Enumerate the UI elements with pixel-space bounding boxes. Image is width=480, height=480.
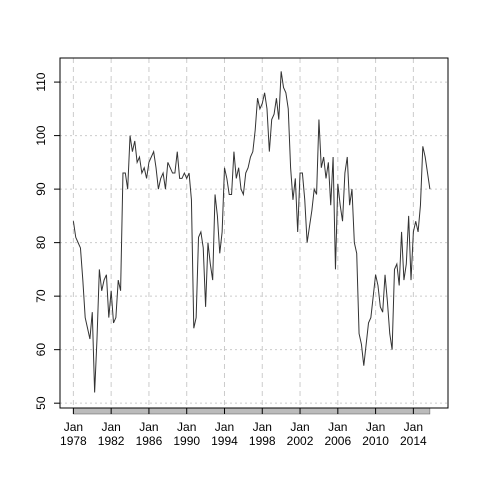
x-tick-label: Jan 1990 bbox=[173, 420, 201, 448]
x-tick-label: Jan 1998 bbox=[248, 420, 276, 448]
y-tick-label: 70 bbox=[34, 289, 48, 303]
axis-band bbox=[73, 407, 431, 415]
x-tick-label: Jan 2002 bbox=[286, 420, 314, 448]
x-tick-label: Jan 2006 bbox=[324, 420, 352, 448]
x-tick-label: Jan 1982 bbox=[97, 420, 125, 448]
y-tick-label: 90 bbox=[34, 182, 48, 196]
x-tick-label: Jan 1994 bbox=[211, 420, 238, 448]
y-tick-label: 60 bbox=[34, 343, 48, 357]
y-tick-label: 100 bbox=[34, 125, 48, 145]
x-tick-label: Jan 2010 bbox=[362, 420, 389, 448]
y-tick-label: 50 bbox=[34, 396, 48, 410]
x-tick-label: Jan 1978 bbox=[60, 420, 87, 448]
x-tick-label: Jan 1986 bbox=[135, 420, 163, 448]
y-tick-label: 110 bbox=[34, 72, 48, 91]
plot-frame bbox=[59, 57, 449, 409]
x-tick-label: Jan 2014 bbox=[400, 420, 427, 448]
y-tick-label: 80 bbox=[34, 236, 48, 250]
line-series bbox=[72, 71, 431, 393]
